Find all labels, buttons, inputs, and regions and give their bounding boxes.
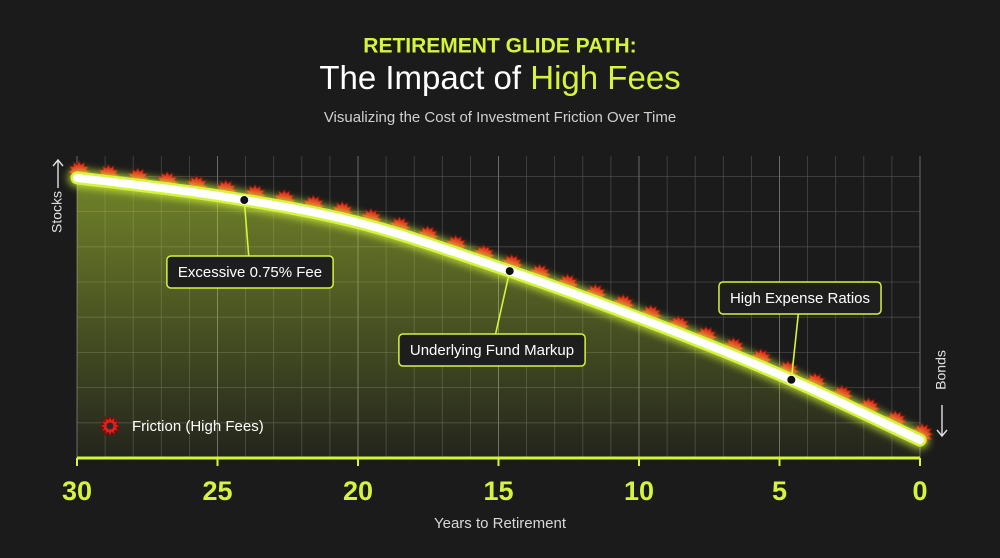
annotation-box — [718, 281, 882, 315]
annotation-dot — [504, 266, 515, 277]
y-axis-label-bottom: Bonds — [933, 350, 949, 390]
x-tick-label: 0 — [912, 476, 927, 506]
y-axis-label-top: Stocks — [49, 191, 65, 233]
x-tick-label: 30 — [62, 476, 92, 506]
annotation: High Expense Ratios — [718, 281, 882, 385]
x-tick-label: 5 — [772, 476, 787, 506]
annotation: Excessive 0.75% Fee — [166, 195, 334, 289]
chart-title: The Impact of High Fees — [319, 59, 680, 96]
bonds-arrow — [936, 405, 948, 438]
line — [73, 173, 924, 445]
annotation-box — [398, 333, 586, 367]
title-highlight: High Fees — [530, 59, 680, 96]
title-lead: The Impact of — [319, 59, 522, 96]
annotation-dot — [239, 195, 250, 206]
chart-kicker: RETIREMENT GLIDE PATH: — [363, 35, 636, 58]
annotation-text: High Expense Ratios — [730, 290, 870, 307]
x-axis-label: Years to Retirement — [434, 515, 567, 532]
annotation-box — [166, 255, 334, 289]
x-tick-label: 10 — [624, 476, 654, 506]
annotation: Underlying Fund Markup — [398, 266, 586, 367]
x-tick-label: 25 — [202, 476, 232, 506]
annotation-text: Underlying Fund Markup — [410, 342, 574, 359]
chart-subtitle: Visualizing the Cost of Investment Frict… — [324, 109, 676, 126]
x-tick-label: 15 — [483, 476, 513, 506]
stocks-arrow — [52, 158, 64, 188]
annotation-dot — [786, 374, 797, 385]
annotation-text: Excessive 0.75% Fee — [178, 264, 322, 281]
x-tick-label: 20 — [343, 476, 373, 506]
legend-label: Friction (High Fees) — [132, 418, 264, 435]
legend-marker-center — [106, 422, 114, 430]
